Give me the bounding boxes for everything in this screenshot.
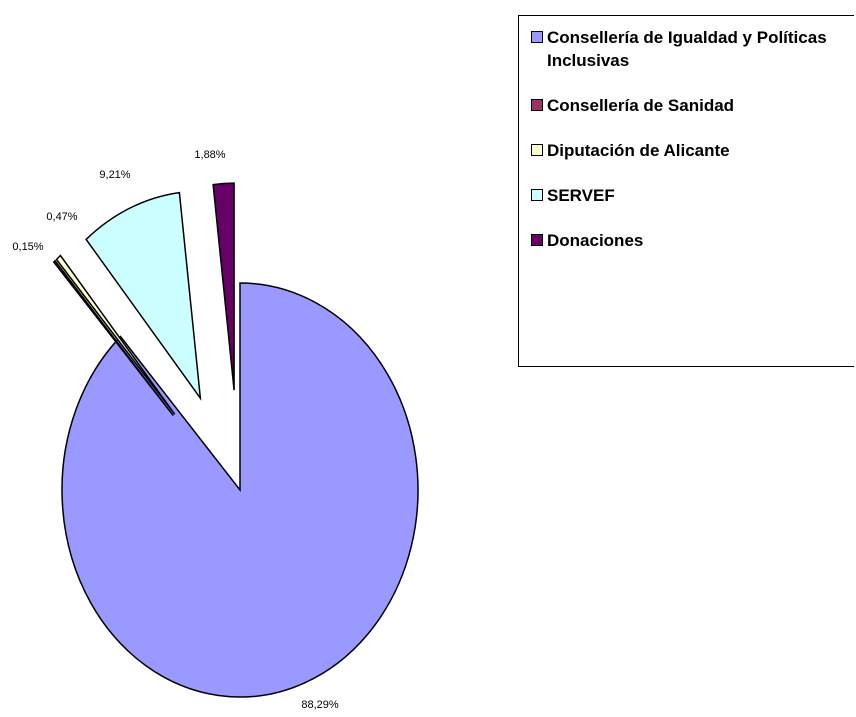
legend-label: Diputación de Alicante xyxy=(547,141,730,160)
data-label: 0,47% xyxy=(46,211,77,223)
legend-item: Diputación de Alicante xyxy=(531,139,854,162)
legend-label: SERVEF xyxy=(547,186,615,205)
legend-label: Consellería de Sanidad xyxy=(547,96,735,115)
legend-swatch xyxy=(531,31,543,43)
pie-slice xyxy=(212,182,235,391)
data-label: 0,15% xyxy=(12,241,43,253)
legend-label: Consellería de Igualdad y Políticas Incl… xyxy=(547,28,827,70)
legend-item: SERVEF xyxy=(531,184,854,207)
legend-item: Consellería de Igualdad y Políticas Incl… xyxy=(531,26,854,72)
legend-swatch xyxy=(531,234,543,246)
legend-swatch xyxy=(531,144,543,156)
legend: Consellería de Igualdad y Políticas Incl… xyxy=(518,15,854,367)
legend-swatch xyxy=(531,99,543,111)
data-label: 9,21% xyxy=(99,169,130,181)
legend-swatch xyxy=(531,189,543,201)
legend-item: Consellería de Sanidad xyxy=(531,94,854,117)
pie-slice xyxy=(61,282,419,698)
pie-slice xyxy=(85,191,202,401)
data-label: 88,29% xyxy=(301,699,339,711)
legend-label: Donaciones xyxy=(547,231,644,250)
pie-slice xyxy=(52,259,174,417)
data-label: 1,88% xyxy=(194,149,225,161)
legend-item: Donaciones xyxy=(531,229,854,252)
pie-slice xyxy=(55,254,176,415)
